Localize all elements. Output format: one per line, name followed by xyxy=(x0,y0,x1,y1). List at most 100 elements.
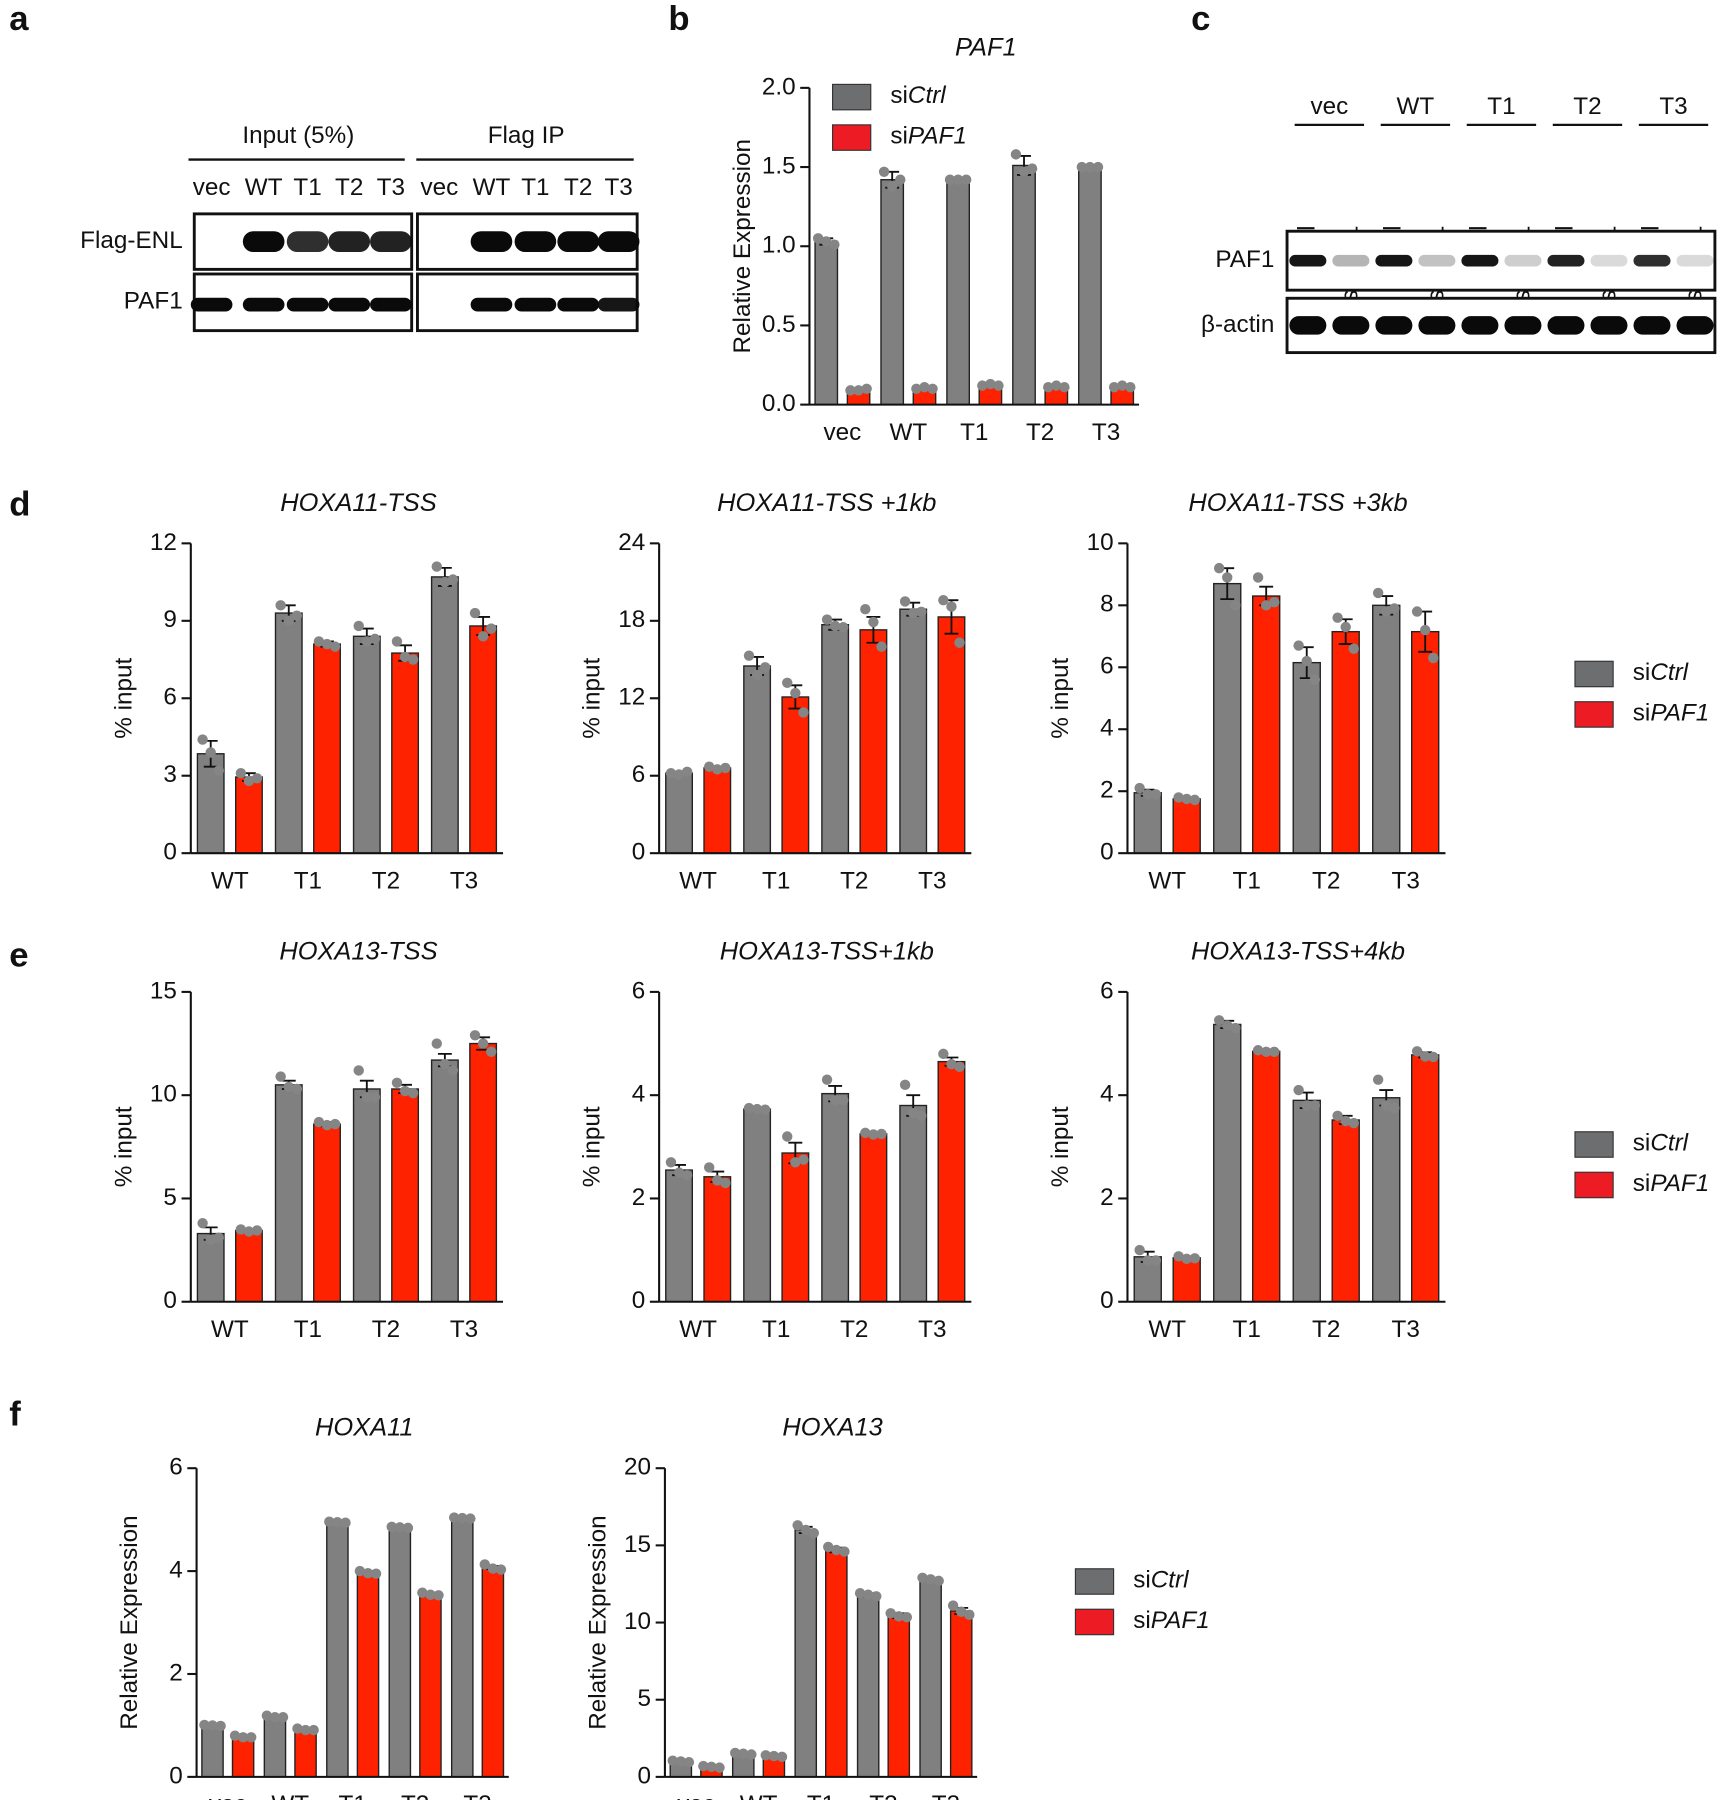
data-point xyxy=(673,1167,685,1178)
bar xyxy=(481,1566,505,1778)
data-point xyxy=(1309,1100,1321,1111)
data-point xyxy=(1150,1255,1162,1266)
data-point xyxy=(340,1517,351,1528)
data-point xyxy=(313,636,325,647)
data-point xyxy=(821,1074,833,1085)
bar xyxy=(821,623,850,854)
y-tick-label: 2 xyxy=(169,1659,183,1686)
data-point xyxy=(1051,380,1062,391)
data-point xyxy=(1150,789,1162,800)
blot-band xyxy=(190,297,233,312)
data-point xyxy=(868,616,879,628)
bar xyxy=(1410,630,1440,854)
y-tick-label: 10 xyxy=(624,1608,651,1635)
bar xyxy=(1410,1054,1440,1303)
data-point xyxy=(479,1559,490,1570)
bar xyxy=(1251,595,1281,854)
x-tick-label: T2 xyxy=(372,1316,400,1343)
x-tick-label: WT xyxy=(211,1316,249,1343)
bar xyxy=(946,179,970,406)
data-point xyxy=(1372,1074,1384,1085)
data-point xyxy=(431,1038,442,1049)
data-point xyxy=(1301,655,1312,667)
lane-label: WT xyxy=(245,174,283,201)
x-tick-label: T1 xyxy=(1233,1316,1261,1343)
x-tick-label: T2 xyxy=(840,867,868,894)
y-tick-label: 6 xyxy=(169,1454,183,1481)
bar xyxy=(352,1088,381,1303)
y-axis-label: % input xyxy=(110,1106,137,1187)
data-point xyxy=(876,1128,887,1140)
blot-band xyxy=(1676,254,1714,267)
data-point xyxy=(353,620,364,632)
bar xyxy=(781,696,810,854)
data-point xyxy=(698,1760,709,1772)
bar xyxy=(665,772,694,854)
bar xyxy=(937,616,966,854)
data-point xyxy=(812,233,824,244)
bar xyxy=(821,1092,850,1303)
legend-label: siCtrl xyxy=(1633,659,1689,686)
data-point xyxy=(993,380,1004,391)
data-point xyxy=(308,1724,319,1736)
data-point xyxy=(486,623,497,634)
panel-label: a xyxy=(9,0,29,38)
panel-label: d xyxy=(9,486,30,524)
blot-band xyxy=(1289,316,1327,335)
data-point xyxy=(908,607,919,619)
data-point xyxy=(683,1757,695,1768)
data-point xyxy=(431,561,442,572)
data-point xyxy=(829,1095,841,1106)
x-tick-label: WT xyxy=(740,1791,778,1800)
blot-group-label: T2 xyxy=(1573,93,1601,120)
data-point xyxy=(1411,1046,1423,1057)
y-tick-label: 2 xyxy=(632,1184,646,1211)
y-tick-label: 0 xyxy=(169,1762,183,1789)
chart-title: HOXA11 xyxy=(315,1414,413,1442)
data-point xyxy=(675,1756,687,1767)
data-point xyxy=(269,1712,281,1723)
x-tick-label: WT xyxy=(211,867,249,894)
data-point xyxy=(313,1116,325,1128)
y-tick-label: 5 xyxy=(163,1184,177,1211)
y-tick-label: 0 xyxy=(163,1287,177,1314)
data-point xyxy=(964,1609,975,1621)
data-point xyxy=(868,1129,879,1140)
bar xyxy=(274,612,303,854)
blot-band xyxy=(1418,254,1456,267)
data-point xyxy=(665,767,677,779)
data-point xyxy=(243,1226,255,1237)
data-point xyxy=(237,1732,249,1743)
data-point xyxy=(1059,382,1070,393)
data-point xyxy=(1108,382,1120,393)
data-point xyxy=(283,615,294,627)
y-axis-label: Relative Expression xyxy=(729,139,756,353)
data-point xyxy=(447,1065,459,1076)
bar xyxy=(703,1176,732,1303)
chart-title: HOXA13 xyxy=(782,1414,882,1442)
data-point xyxy=(1084,161,1096,173)
blot-band xyxy=(370,297,412,312)
data-point xyxy=(878,166,890,178)
y-tick-label: 15 xyxy=(624,1531,651,1558)
data-point xyxy=(1419,624,1431,636)
legend-swatch xyxy=(1074,1608,1115,1636)
data-point xyxy=(229,1730,241,1741)
y-tick-label: 10 xyxy=(150,1081,177,1108)
data-point xyxy=(1134,782,1145,794)
x-tick-label: T3 xyxy=(450,867,478,894)
data-point xyxy=(860,603,871,615)
data-point xyxy=(1348,643,1359,654)
blot-band xyxy=(1289,254,1327,267)
data-point xyxy=(300,1724,311,1736)
bar xyxy=(919,1578,942,1778)
bar xyxy=(1078,166,1102,406)
y-tick-label: 1.0 xyxy=(762,232,796,259)
y-tick-label: 0 xyxy=(1100,839,1114,866)
blot-band xyxy=(597,231,640,253)
data-point xyxy=(215,1720,226,1732)
blot-band xyxy=(1547,254,1585,267)
lane-label: T2 xyxy=(564,174,592,201)
bar xyxy=(703,767,732,854)
lane-label: T3 xyxy=(377,174,405,201)
